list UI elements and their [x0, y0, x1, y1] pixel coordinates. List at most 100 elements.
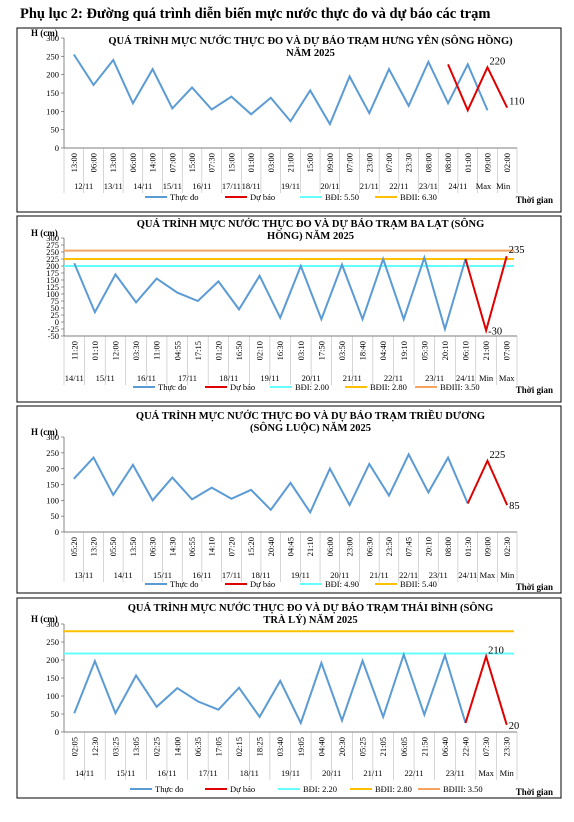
x-tick-label: 21:05 — [378, 737, 388, 756]
data-label: 210 — [488, 645, 504, 656]
legend-label: BĐI: 2.20 — [303, 784, 337, 794]
x-tick-label: 03:25 — [110, 737, 120, 756]
x-tick-label: 20:40 — [266, 537, 276, 556]
date-label: 16/11 — [192, 570, 211, 580]
y-tick-label: 150 — [46, 275, 59, 285]
date-label: 17/11 — [222, 570, 241, 580]
x-tick-label: 09:00 — [482, 537, 492, 556]
y-tick-label: 150 — [46, 88, 59, 98]
y-tick-label: 25 — [51, 310, 60, 320]
date-label: 21/11 — [370, 570, 389, 580]
legend-label: Dự báo — [250, 192, 275, 202]
date-label: 22/11 — [389, 181, 408, 191]
date-label: 19/11 — [291, 570, 310, 580]
data-label: 225 — [489, 450, 505, 461]
chart-hung-yen: QUÁ TRÌNH MỰC NƯỚC THỰC ĐO VÀ DỰ BÁO TRẠ… — [16, 27, 562, 213]
y-tick-label: 200 — [46, 655, 59, 665]
legend-label: BĐI: 5.50 — [325, 192, 359, 202]
x-axis-label: Thời gian — [516, 385, 553, 395]
data-label: -30 — [488, 326, 502, 337]
legend-label: BĐIII: 3.50 — [440, 382, 480, 392]
x-tick-label: 13:20 — [89, 537, 99, 556]
x-tick-label: 06:00 — [128, 153, 138, 172]
x-tick-label: 02:15 — [234, 737, 244, 756]
date-label: 17/11 — [222, 181, 241, 191]
x-tick-label: 15:00 — [187, 153, 197, 172]
x-tick-label: 04:45 — [286, 537, 296, 556]
date-label: 21/11 — [363, 768, 382, 778]
data-label: 220 — [489, 56, 505, 67]
x-tick-label: 04:40 — [378, 341, 388, 360]
observed-line — [73, 254, 467, 333]
x-tick-label: 21:00 — [481, 341, 491, 360]
chart-title: (SÔNG LUỘC) NĂM 2025 — [250, 421, 371, 434]
chart-ba-lat: QUÁ TRÌNH MỰC NƯỚC THỰC ĐO VÀ DỰ BÁO TRẠ… — [16, 215, 562, 403]
date-label: 17/11 — [178, 373, 197, 383]
date-label: 20/11 — [302, 373, 321, 383]
x-tick-label: 07:00 — [384, 153, 394, 172]
x-tick-label: 07:30 — [207, 153, 217, 172]
date-label: 24/11 — [448, 181, 467, 191]
chart-frame — [16, 405, 562, 594]
y-tick-label: 250 — [46, 448, 59, 458]
date-label: 13/11 — [74, 570, 93, 580]
x-tick-label: 18:40 — [358, 341, 368, 360]
date-label: 21/11 — [343, 373, 362, 383]
y-tick-label: 100 — [46, 106, 59, 116]
y-tick-label: 200 — [46, 261, 59, 271]
date-label: 15/11 — [116, 768, 135, 778]
legend-label: Dự báo — [230, 784, 255, 794]
x-tick-label: 01:00 — [463, 153, 473, 172]
x-tick-label: 11:20 — [69, 341, 79, 360]
x-tick-label: 07:20 — [226, 537, 236, 556]
x-tick-label: 06:00 — [89, 153, 99, 172]
x-tick-label: 02:05 — [69, 737, 79, 756]
y-tick-label: 100 — [46, 495, 59, 505]
date-label: 16/11 — [157, 768, 176, 778]
date-label: Max — [480, 570, 496, 580]
x-tick-label: 20:10 — [440, 341, 450, 360]
date-label: 14/11 — [75, 768, 94, 778]
y-axis-label: H (cm) — [31, 427, 58, 437]
y-tick-label: 300 — [46, 233, 59, 243]
x-tick-label: 01:10 — [90, 341, 100, 360]
x-tick-label: 16:50 — [234, 341, 244, 360]
x-tick-label: 17:50 — [316, 341, 326, 360]
x-tick-label: 23:50 — [384, 537, 394, 556]
y-tick-label: 0 — [55, 527, 59, 537]
x-tick-label: 02:30 — [502, 537, 512, 556]
date-label: 15/11 — [153, 570, 172, 580]
y-tick-label: 50 — [51, 511, 60, 521]
legend-label: Thực đo — [155, 784, 183, 794]
y-tick-label: 225 — [46, 254, 59, 264]
x-tick-label: 07:00 — [167, 153, 177, 172]
legend-label: Thực đo — [170, 192, 198, 202]
x-tick-label: 21:10 — [305, 537, 315, 556]
x-tick-label: 18:25 — [255, 737, 265, 756]
y-tick-label: 250 — [46, 637, 59, 647]
x-tick-label: 07:00 — [345, 153, 355, 172]
page-title: Phụ lục 2: Đường quá trình diễn biến mực… — [20, 6, 491, 22]
date-label: 22/11 — [384, 373, 403, 383]
observed-line — [73, 651, 467, 726]
x-tick-label: 14:30 — [167, 537, 177, 556]
date-label: 16/11 — [192, 181, 211, 191]
y-tick-label: -50 — [48, 331, 59, 341]
x-tick-label: 15:00 — [305, 153, 315, 172]
x-tick-label: 06:30 — [148, 537, 158, 556]
x-tick-label: 07:30 — [481, 737, 491, 756]
data-label: 110 — [509, 97, 524, 108]
date-label: 14/11 — [65, 373, 84, 383]
chart-thai-binh: QUÁ TRÌNH MỰC NƯỚC THỰC ĐO VÀ DỰ BÁO TRẠ… — [16, 597, 562, 799]
y-tick-label: 300 — [46, 33, 59, 43]
x-tick-label: 08:00 — [443, 153, 453, 172]
chart-frame — [16, 215, 562, 403]
chart-title: QUÁ TRÌNH MỰC NƯỚC THỰC ĐO VÀ DỰ BÁO TRẠ… — [137, 217, 485, 230]
date-label: 23/11 — [446, 768, 465, 778]
data-label: 20 — [509, 721, 520, 732]
x-tick-label: 13:00 — [69, 153, 79, 172]
x-tick-label: 13:05 — [131, 737, 141, 756]
y-axis-label: H (cm) — [31, 614, 58, 624]
x-tick-label: 13:00 — [108, 153, 118, 172]
